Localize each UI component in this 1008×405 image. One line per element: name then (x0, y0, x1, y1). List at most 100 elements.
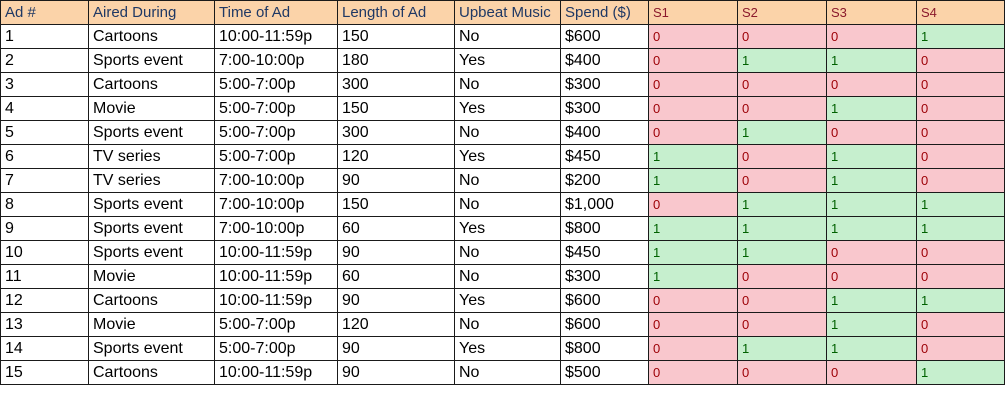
cell-upbeat-music[interactable]: No (454, 264, 561, 289)
cell-s4[interactable]: 1 (916, 192, 1005, 217)
cell-s3[interactable]: 0 (826, 264, 917, 289)
cell-s1[interactable]: 1 (648, 144, 738, 169)
cell-s2[interactable]: 0 (737, 264, 827, 289)
cell-time-of-ad[interactable]: 10:00-11:59p (214, 24, 338, 49)
cell-spend[interactable]: $400 (560, 120, 649, 145)
cell-s2[interactable]: 1 (737, 192, 827, 217)
cell-aired-during[interactable]: TV series (88, 168, 215, 193)
cell-s3[interactable]: 1 (826, 216, 917, 241)
cell-s3[interactable]: 0 (826, 240, 917, 265)
cell-spend[interactable]: $200 (560, 168, 649, 193)
header-cell-time-of-ad[interactable]: Time of Ad (214, 0, 338, 25)
cell-s1[interactable]: 0 (648, 48, 738, 73)
cell-upbeat-music[interactable]: No (454, 24, 561, 49)
cell-length-of-ad[interactable]: 150 (337, 192, 455, 217)
cell-time-of-ad[interactable]: 5:00-7:00p (214, 336, 338, 361)
cell-time-of-ad[interactable]: 10:00-11:59p (214, 240, 338, 265)
cell-s2[interactable]: 0 (737, 288, 827, 313)
cell-s1[interactable]: 1 (648, 240, 738, 265)
cell-s4[interactable]: 0 (916, 72, 1005, 97)
cell-length-of-ad[interactable]: 90 (337, 168, 455, 193)
cell-aired-during[interactable]: TV series (88, 144, 215, 169)
cell-aired-during[interactable]: Movie (88, 96, 215, 121)
cell-s1[interactable]: 0 (648, 360, 738, 385)
cell-s3[interactable]: 0 (826, 360, 917, 385)
cell-length-of-ad[interactable]: 90 (337, 360, 455, 385)
cell-aired-during[interactable]: Sports event (88, 120, 215, 145)
header-cell-s2[interactable]: S2 (737, 0, 827, 25)
cell-spend[interactable]: $800 (560, 216, 649, 241)
cell-s3[interactable]: 1 (826, 96, 917, 121)
cell-upbeat-music[interactable]: Yes (454, 144, 561, 169)
cell-spend[interactable]: $400 (560, 48, 649, 73)
cell-length-of-ad[interactable]: 300 (337, 72, 455, 97)
cell-s1[interactable]: 0 (648, 24, 738, 49)
cell-ad-number[interactable]: 4 (0, 96, 89, 121)
cell-spend[interactable]: $600 (560, 312, 649, 337)
cell-upbeat-music[interactable]: No (454, 168, 561, 193)
header-cell-s1[interactable]: S1 (648, 0, 738, 25)
cell-time-of-ad[interactable]: 5:00-7:00p (214, 312, 338, 337)
cell-upbeat-music[interactable]: Yes (454, 216, 561, 241)
header-cell-length-of-ad[interactable]: Length of Ad (337, 0, 455, 25)
cell-s3[interactable]: 1 (826, 144, 917, 169)
cell-upbeat-music[interactable]: No (454, 360, 561, 385)
cell-s1[interactable]: 0 (648, 72, 738, 97)
cell-aired-during[interactable]: Sports event (88, 48, 215, 73)
cell-s2[interactable]: 0 (737, 24, 827, 49)
cell-s1[interactable]: 1 (648, 264, 738, 289)
cell-aired-during[interactable]: Movie (88, 312, 215, 337)
cell-aired-during[interactable]: Sports event (88, 216, 215, 241)
cell-s4[interactable]: 0 (916, 96, 1005, 121)
cell-ad-number[interactable]: 14 (0, 336, 89, 361)
cell-s4[interactable]: 1 (916, 360, 1005, 385)
cell-s2[interactable]: 0 (737, 360, 827, 385)
cell-time-of-ad[interactable]: 10:00-11:59p (214, 360, 338, 385)
cell-s2[interactable]: 0 (737, 312, 827, 337)
cell-s3[interactable]: 0 (826, 24, 917, 49)
cell-s2[interactable]: 1 (737, 216, 827, 241)
cell-time-of-ad[interactable]: 5:00-7:00p (214, 144, 338, 169)
cell-time-of-ad[interactable]: 10:00-11:59p (214, 264, 338, 289)
cell-ad-number[interactable]: 5 (0, 120, 89, 145)
cell-s3[interactable]: 1 (826, 48, 917, 73)
cell-spend[interactable]: $450 (560, 240, 649, 265)
cell-length-of-ad[interactable]: 120 (337, 312, 455, 337)
cell-s3[interactable]: 0 (826, 120, 917, 145)
cell-s1[interactable]: 0 (648, 96, 738, 121)
cell-s3[interactable]: 1 (826, 312, 917, 337)
cell-length-of-ad[interactable]: 120 (337, 144, 455, 169)
cell-spend[interactable]: $600 (560, 24, 649, 49)
cell-s3[interactable]: 1 (826, 336, 917, 361)
cell-time-of-ad[interactable]: 7:00-10:00p (214, 48, 338, 73)
cell-s2[interactable]: 0 (737, 72, 827, 97)
cell-spend[interactable]: $600 (560, 288, 649, 313)
cell-s2[interactable]: 1 (737, 48, 827, 73)
cell-aired-during[interactable]: Movie (88, 264, 215, 289)
cell-upbeat-music[interactable]: Yes (454, 288, 561, 313)
cell-s1[interactable]: 1 (648, 216, 738, 241)
cell-spend[interactable]: $500 (560, 360, 649, 385)
cell-s2[interactable]: 0 (737, 144, 827, 169)
cell-spend[interactable]: $450 (560, 144, 649, 169)
cell-s1[interactable]: 1 (648, 168, 738, 193)
cell-s1[interactable]: 0 (648, 312, 738, 337)
cell-upbeat-music[interactable]: No (454, 312, 561, 337)
cell-ad-number[interactable]: 11 (0, 264, 89, 289)
cell-time-of-ad[interactable]: 7:00-10:00p (214, 168, 338, 193)
cell-ad-number[interactable]: 12 (0, 288, 89, 313)
cell-time-of-ad[interactable]: 7:00-10:00p (214, 216, 338, 241)
cell-ad-number[interactable]: 8 (0, 192, 89, 217)
cell-s3[interactable]: 1 (826, 168, 917, 193)
cell-spend[interactable]: $300 (560, 96, 649, 121)
cell-ad-number[interactable]: 10 (0, 240, 89, 265)
cell-length-of-ad[interactable]: 60 (337, 264, 455, 289)
cell-s4[interactable]: 1 (916, 216, 1005, 241)
cell-s2[interactable]: 1 (737, 240, 827, 265)
cell-s3[interactable]: 0 (826, 72, 917, 97)
cell-s1[interactable]: 0 (648, 120, 738, 145)
cell-spend[interactable]: $300 (560, 72, 649, 97)
cell-s2[interactable]: 0 (737, 96, 827, 121)
cell-spend[interactable]: $1,000 (560, 192, 649, 217)
cell-length-of-ad[interactable]: 150 (337, 24, 455, 49)
